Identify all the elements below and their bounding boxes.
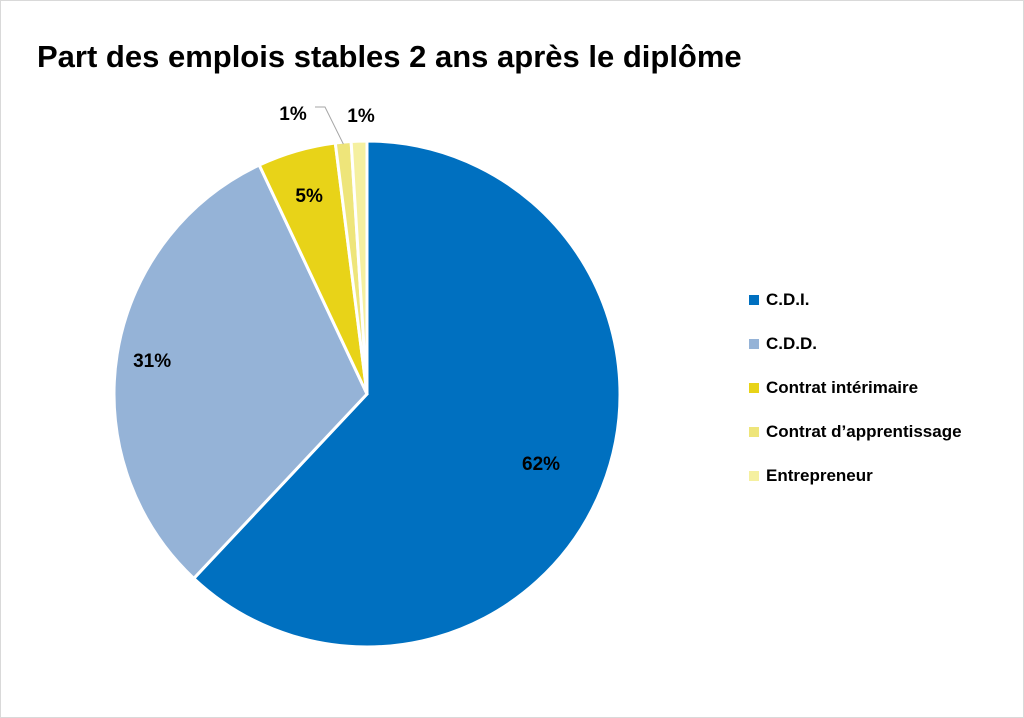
legend-label: Entrepreneur bbox=[766, 466, 873, 485]
data-label-c-d-d: 31% bbox=[133, 351, 171, 372]
legend-swatch bbox=[749, 339, 759, 349]
legend-swatch bbox=[749, 427, 759, 437]
data-label-contrat-d-apprentissage: 1% bbox=[279, 104, 307, 125]
legend-swatch bbox=[749, 383, 759, 393]
legend-item-c-d-i: C.D.I. bbox=[749, 289, 962, 311]
chart-title: Part des emplois stables 2 ans après le … bbox=[37, 39, 742, 74]
legend-item-contrat-d-apprentissage: Contrat d’apprentissage bbox=[749, 421, 962, 443]
data-label-entrepreneur: 1% bbox=[347, 106, 375, 127]
legend-item-c-d-d: C.D.D. bbox=[749, 333, 962, 355]
pie-slice-c-d-i bbox=[191, 139, 622, 649]
legend-item-contrat-interimaire: Contrat intérimaire bbox=[749, 377, 962, 399]
legend-swatch bbox=[749, 295, 759, 305]
legend-label: C.D.I. bbox=[766, 290, 810, 309]
legend-label: Contrat intérimaire bbox=[766, 378, 919, 397]
data-label-c-d-i: 62% bbox=[522, 454, 560, 475]
legend-label: Contrat d’apprentissage bbox=[766, 422, 962, 441]
legend-swatch bbox=[749, 471, 759, 481]
data-label-contrat-interimaire: 5% bbox=[295, 186, 323, 207]
legend-item-entrepreneur: Entrepreneur bbox=[749, 465, 962, 487]
pie-slice-c-d-d bbox=[112, 163, 369, 581]
legend: C.D.I. C.D.D. Contrat intérimaire Contrat d… bbox=[749, 289, 962, 509]
pie-slice-entrepreneur bbox=[349, 139, 369, 395]
legend-label: C.D.D. bbox=[766, 334, 817, 353]
leader-line-contrat-d-apprentissage bbox=[315, 106, 344, 145]
